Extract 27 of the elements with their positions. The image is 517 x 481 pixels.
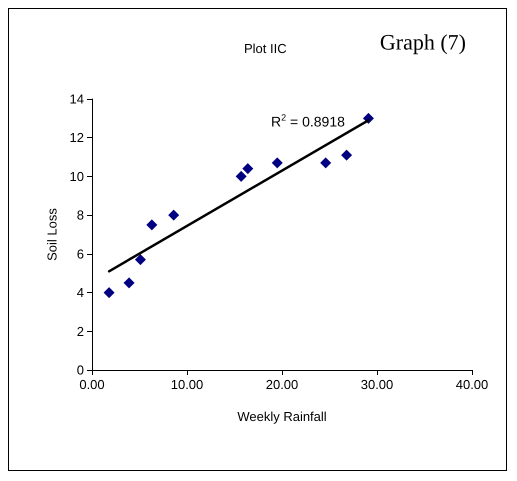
x-tick-label: 40.00 (456, 377, 488, 392)
point (320, 157, 332, 168)
point (272, 157, 283, 168)
text: Graph (7) (380, 30, 466, 54)
x-tick-label: 20.00 (266, 377, 298, 392)
point (341, 150, 352, 161)
chart-title: Plot IIC (244, 41, 287, 56)
y-tick-label: 10 (70, 168, 84, 184)
y-tick-label: 6 (76, 246, 84, 262)
x-tick-label: 0.00 (79, 377, 105, 392)
x-axis-title: Weekly Rainfall (237, 409, 327, 424)
point (242, 163, 254, 174)
y-tick-label: 8 (76, 208, 84, 223)
point (146, 219, 158, 230)
y-tick-label: 4 (76, 285, 84, 300)
point (124, 277, 135, 288)
y-axis-title: Soil Loss (44, 208, 60, 261)
y-tick-label: 0 (76, 362, 84, 378)
point (236, 170, 247, 182)
x-tick-label: 30.00 (360, 377, 394, 392)
x-tick-label: 10.00 (170, 377, 204, 392)
point (168, 210, 180, 221)
point (134, 254, 146, 266)
y-tick-label: 14 (70, 92, 84, 106)
y-tick-label: 12 (70, 130, 84, 146)
point (104, 287, 115, 298)
y-tick-label: 2 (76, 324, 84, 339)
